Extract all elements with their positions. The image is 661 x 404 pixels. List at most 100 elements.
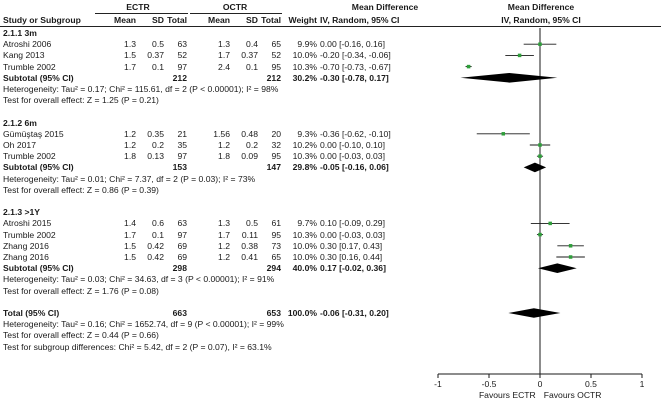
study-name: Total (95% CI) xyxy=(3,308,60,318)
cell-ci: 0.30 [0.17, 0.43] xyxy=(320,240,383,251)
cell-n2: 95 xyxy=(271,61,281,72)
col-octr-total: Total xyxy=(261,15,281,25)
cell-m1: 1.4 xyxy=(124,218,136,229)
cell-n2: 95 xyxy=(271,229,281,240)
cell-n2: 212 xyxy=(266,72,281,83)
cell-m2: 1.7 xyxy=(218,229,230,240)
subgroup-heading: 2.1.1 3m xyxy=(3,28,37,38)
cell-sd1: 0.2 xyxy=(152,140,164,150)
note-text: Heterogeneity: Tau² = 0.17; Chi² = 115.6… xyxy=(3,84,279,94)
cell-n1: 97 xyxy=(177,151,187,162)
study-name: Gümüştaş 2015 xyxy=(3,128,64,139)
study-box xyxy=(466,64,471,69)
study-name: Zhang 2016 xyxy=(3,252,49,262)
cell-sd1: 0.35 xyxy=(147,128,164,139)
cell-weight: 9.9% xyxy=(297,39,317,50)
cell-weight: 10.0% xyxy=(292,240,317,251)
favours-ectr-label: Favours ECTR xyxy=(479,390,536,400)
cell-m2: 1.2 xyxy=(218,252,230,262)
cell-ci: 0.00 [-0.03, 0.03] xyxy=(320,229,385,240)
cell-n1: 69 xyxy=(177,240,187,251)
header-bottom-rule xyxy=(0,26,661,27)
cell-n1: 298 xyxy=(172,263,187,274)
cell-weight: 10.2% xyxy=(292,140,317,150)
study-name: Subtotal (95% CI) xyxy=(3,72,74,83)
cell-m2: 1.56 xyxy=(213,128,230,139)
ectr-header-rule xyxy=(95,13,188,14)
cell-weight: 10.0% xyxy=(292,252,317,262)
cell-n1: 69 xyxy=(177,252,187,262)
study-box xyxy=(538,42,542,46)
cell-m1: 1.2 xyxy=(124,140,136,150)
cell-ci: 0.10 [-0.09, 0.29] xyxy=(320,218,385,229)
cell-n1: 663 xyxy=(172,308,187,318)
study-name: Subtotal (95% CI) xyxy=(3,162,74,173)
study-box xyxy=(517,53,522,58)
study-name: Subtotal (95% CI) xyxy=(3,263,74,274)
pooled-diamond xyxy=(508,308,561,318)
note-text: Heterogeneity: Tau² = 0.03; Chi² = 34.63… xyxy=(3,274,275,285)
cell-ci: 0.00 [-0.03, 0.03] xyxy=(320,151,385,162)
study-name: Atroshi 2015 xyxy=(3,218,52,229)
cell-n1: 63 xyxy=(177,39,187,50)
cell-n1: 97 xyxy=(177,61,187,72)
cell-sd2: 0.4 xyxy=(246,39,258,50)
cell-n1: 21 xyxy=(177,128,187,139)
octr-group-header: OCTR xyxy=(222,2,248,12)
pooled-diamond xyxy=(537,263,577,273)
note-text: Heterogeneity: Tau² = 0.01; Chi² = 7.37,… xyxy=(3,173,256,184)
cell-ci: -0.30 [-0.78, 0.17] xyxy=(320,72,389,83)
cell-n1: 153 xyxy=(172,162,187,173)
cell-sd1: 0.1 xyxy=(152,61,164,72)
cell-m1: 1.3 xyxy=(124,39,136,50)
cell-ci: -0.36 [-0.62, -0.10] xyxy=(320,128,391,139)
plot-title: Mean Difference xyxy=(507,2,575,12)
cell-weight: 40.0% xyxy=(292,263,317,274)
cell-m1: 1.5 xyxy=(124,240,136,251)
x-tick-label: -0.5 xyxy=(482,379,497,389)
cell-weight: 10.0% xyxy=(292,50,317,61)
cell-weight: 29.8% xyxy=(292,162,317,173)
study-box xyxy=(538,154,542,158)
cell-weight: 100.0% xyxy=(287,308,317,318)
cell-sd2: 0.2 xyxy=(246,140,258,150)
note-text: Test for overall effect: Z = 1.76 (P = 0… xyxy=(3,285,159,296)
cell-n2: 65 xyxy=(271,252,281,262)
cell-m1: 1.7 xyxy=(124,229,136,240)
cell-sd1: 0.42 xyxy=(147,240,164,251)
cell-sd1: 0.42 xyxy=(147,252,164,262)
cell-n2: 147 xyxy=(266,162,281,173)
note-text: Test for overall effect: Z = 1.25 (P = 0… xyxy=(3,95,159,106)
note-text: Test for subgroup differences: Chi² = 5.… xyxy=(3,341,272,352)
x-tick-label: 1 xyxy=(640,379,645,389)
cell-m1: 1.8 xyxy=(124,151,136,162)
favours-octr-label: Favours OCTR xyxy=(544,390,602,400)
cell-n2: 73 xyxy=(271,240,281,251)
cell-weight: 10.3% xyxy=(292,61,317,72)
cell-n2: 61 xyxy=(271,218,281,229)
cell-ci: 0.30 [0.16, 0.44] xyxy=(320,252,383,262)
subgroup-heading: 2.1.2 6m xyxy=(3,117,37,128)
col-ci: IV, Random, 95% CI xyxy=(320,15,400,25)
col-octr-sd: SD xyxy=(246,15,258,25)
cell-n2: 294 xyxy=(266,263,281,274)
study-name: Trumble 2002 xyxy=(3,229,56,240)
octr-header-rule xyxy=(190,13,282,14)
cell-n1: 63 xyxy=(177,218,187,229)
col-study: Study or Subgroup xyxy=(3,15,81,25)
cell-ci: 0.17 [-0.02, 0.36] xyxy=(320,263,386,274)
col-weight: Weight xyxy=(288,15,317,25)
cell-weight: 10.3% xyxy=(292,151,317,162)
cell-sd1: 0.37 xyxy=(147,50,164,61)
cell-ci: 0.00 [-0.10, 0.10] xyxy=(320,140,385,150)
pooled-diamond xyxy=(460,73,558,83)
cell-m1: 1.5 xyxy=(124,50,136,61)
cell-n2: 65 xyxy=(271,39,281,50)
cell-n2: 52 xyxy=(271,50,281,61)
cell-n1: 35 xyxy=(177,140,187,150)
cell-weight: 9.7% xyxy=(297,218,317,229)
cell-ci: -0.05 [-0.16, 0.06] xyxy=(320,162,389,173)
x-tick-label: -1 xyxy=(434,379,442,389)
study-name: Oh 2017 xyxy=(3,140,36,150)
